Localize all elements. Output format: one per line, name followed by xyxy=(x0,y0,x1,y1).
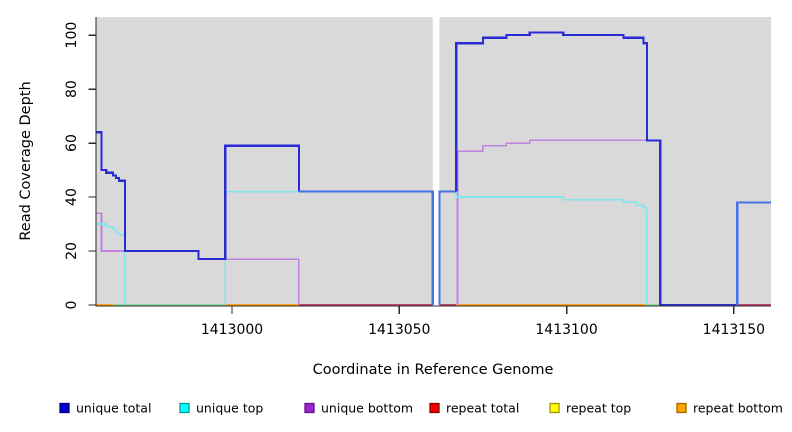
legend-item-repeat-total: repeat total xyxy=(429,401,519,416)
series-layer xyxy=(96,31,771,307)
series-line-unique-total xyxy=(736,201,771,305)
legend-label: unique bottom xyxy=(321,401,413,416)
axes-layer xyxy=(88,17,771,314)
legend-swatch-unique-bottom xyxy=(304,402,315,414)
legend-item-unique-top: unique top xyxy=(179,401,263,416)
series-line-unique-bottom xyxy=(456,139,662,305)
y-tick-label: 60 xyxy=(64,134,80,152)
no-data-gap-band xyxy=(432,16,440,307)
series-line-unique-total xyxy=(438,190,457,305)
legend-item-repeat-top: repeat top xyxy=(549,401,631,416)
tick-labels-layer: 0 20 40 60 80 100 1413000 1413050 1413100 1413150 xyxy=(64,22,765,338)
y-tick-label: 0 xyxy=(64,301,80,310)
legend-label: repeat top xyxy=(566,401,631,416)
legend-label: repeat total xyxy=(446,401,519,416)
x-tick-label: 1413050 xyxy=(368,322,430,338)
x-tick-label: 1413150 xyxy=(703,322,765,338)
legend-item-unique-bottom: unique bottom xyxy=(304,401,413,416)
y-tick-label: 40 xyxy=(64,188,80,206)
legend-label: repeat bottom xyxy=(693,401,783,416)
x-axis-title: Coordinate in Reference Genome xyxy=(313,362,554,378)
legend: unique total unique top unique bottom repea… xyxy=(59,401,783,416)
legend-swatch-repeat-bottom xyxy=(676,402,687,414)
series-line-unique-top xyxy=(96,223,126,305)
legend-swatch-unique-total xyxy=(59,402,70,414)
legend-swatch-repeat-top xyxy=(549,402,560,414)
legend-item-repeat-bottom: repeat bottom xyxy=(676,401,783,416)
y-tick-label: 80 xyxy=(64,80,80,98)
x-tick-label: 1413100 xyxy=(535,322,597,338)
y-tick-label: 20 xyxy=(64,242,80,260)
legend-item-unique-total: unique total xyxy=(59,401,151,416)
series-line-unique-total xyxy=(298,190,434,305)
series-line-unique-total xyxy=(96,131,300,261)
legend-swatch-unique-top xyxy=(179,402,190,414)
y-axis-title: Read Coverage Depth xyxy=(18,81,34,240)
y-tick-label: 100 xyxy=(64,22,80,49)
legend-label: unique total xyxy=(76,401,151,416)
series-line-unique-total xyxy=(455,31,738,307)
x-tick-label: 1413000 xyxy=(201,322,263,338)
legend-swatch-repeat-total xyxy=(429,402,440,414)
legend-label: unique top xyxy=(196,401,263,416)
